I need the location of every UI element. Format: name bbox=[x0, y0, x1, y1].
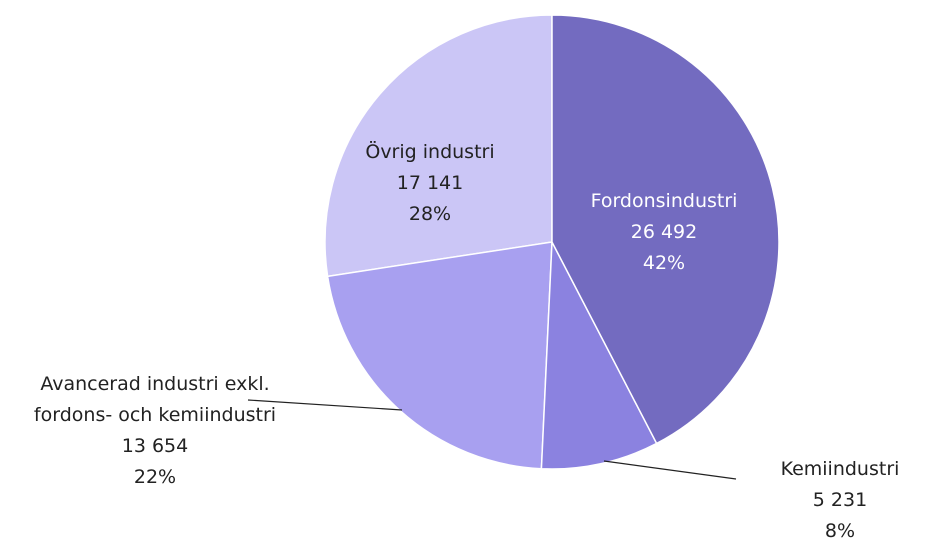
percentage-label: 8% bbox=[824, 520, 856, 542]
slice-label: Övrig industri 17 141 28% bbox=[320, 137, 540, 230]
percentage-label: 28% bbox=[408, 203, 452, 225]
pie-slice bbox=[326, 241, 553, 470]
value-label: 13 654 bbox=[121, 435, 189, 457]
category: Kemiindustri bbox=[780, 458, 900, 480]
slice-label: Kemiindustri 5 231 8% bbox=[740, 454, 928, 547]
pie-slice bbox=[540, 239, 658, 470]
leader-line bbox=[603, 460, 737, 480]
pie-slice bbox=[551, 14, 780, 445]
category: Övrig industri bbox=[365, 141, 495, 163]
slice-label: Avancerad industri exkl. fordons- och ke… bbox=[10, 369, 300, 493]
pie-slice bbox=[324, 14, 553, 278]
leader-line bbox=[247, 399, 403, 411]
percentage-label: 22% bbox=[133, 466, 177, 488]
percentage-label: 42% bbox=[642, 252, 686, 274]
category: Avancerad industri exkl. fordons- och ke… bbox=[33, 373, 277, 426]
value-label: 26 492 bbox=[630, 221, 698, 243]
slice-label: Fordonsindustri 26 492 42% bbox=[534, 186, 794, 279]
value-label: 5 231 bbox=[812, 489, 868, 511]
value-label: 17 141 bbox=[396, 172, 464, 194]
category: Fordonsindustri bbox=[590, 190, 738, 212]
